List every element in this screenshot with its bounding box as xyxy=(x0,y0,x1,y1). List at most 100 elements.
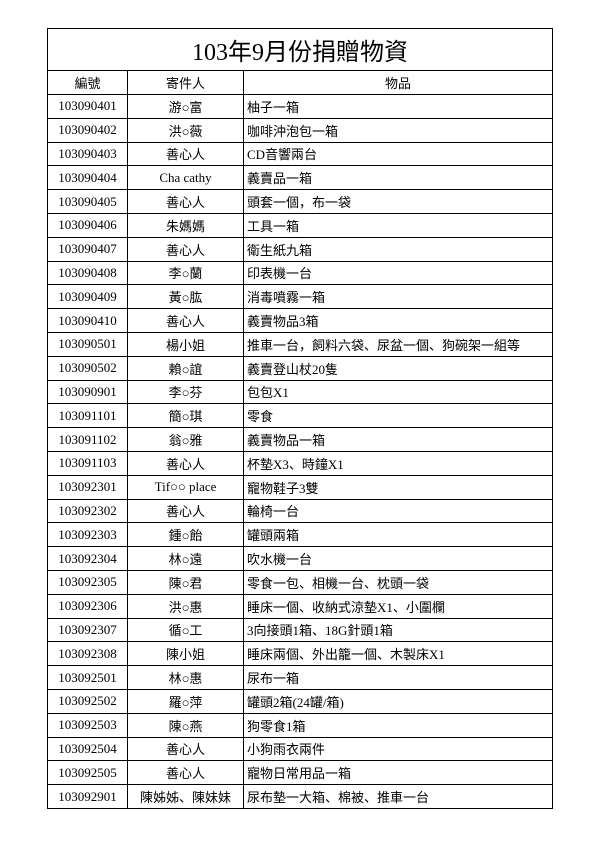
id-cell: 103090502 xyxy=(47,355,128,381)
sender-cell: 賴○誼 xyxy=(127,355,244,381)
sender-cell: 林○遠 xyxy=(127,546,244,571)
id-cell: 103090403 xyxy=(47,141,128,167)
item-cell: 尿布墊一大箱、棉被、推車一台 xyxy=(243,784,553,809)
sender-cell: 陳小姐 xyxy=(127,641,244,667)
id-cell: 103090408 xyxy=(47,260,128,286)
table-row: 103092301 Tif○○ place 寵物鞋子3雙 xyxy=(47,474,553,500)
sender-cell: 循○工 xyxy=(127,617,244,643)
id-cell: 103090401 xyxy=(47,94,128,119)
item-cell: 包包X1 xyxy=(243,379,553,405)
item-cell: 睡床兩個、外出籠一個、木製床X1 xyxy=(243,641,553,667)
item-cell: 杯墊X3、時鐘X1 xyxy=(243,450,553,476)
table-row: 103090410 善心人 義賣物品3箱 xyxy=(47,308,553,333)
sender-cell: 黃○肱 xyxy=(127,284,244,310)
table-row: 103091102 翁○雅 義賣物品一箱 xyxy=(47,427,553,452)
id-cell: 103090405 xyxy=(47,189,128,214)
sender-cell: 善心人 xyxy=(127,141,244,167)
item-cell: 義賣登山杖20隻 xyxy=(243,355,553,381)
sender-cell: 善心人 xyxy=(127,450,244,476)
table-row: 103090407 善心人 衛生紙九箱 xyxy=(47,236,553,262)
table-row: 103090403 善心人 CD音響兩台 xyxy=(47,141,553,167)
sender-cell: 簡○琪 xyxy=(127,403,244,429)
table-row: 103090402 洪○薇 咖啡沖泡包一箱 xyxy=(47,117,553,143)
item-cell: 柚子一箱 xyxy=(243,94,553,119)
item-cell: 印表機一台 xyxy=(243,260,553,286)
item-cell: 吹水機一台 xyxy=(243,546,553,571)
sender-cell: 羅○萍 xyxy=(127,688,244,714)
table-row: 103092503 陳○燕 狗零食1箱 xyxy=(47,712,553,738)
item-cell: 消毒噴霧一箱 xyxy=(243,284,553,310)
item-cell: 咖啡沖泡包一箱 xyxy=(243,117,553,143)
sender-cell: Cha cathy xyxy=(127,165,244,191)
id-cell: 103092501 xyxy=(47,665,128,690)
id-cell: 103092307 xyxy=(47,617,128,643)
item-cell: 3向接頭1箱、18G針頭1箱 xyxy=(243,617,553,643)
table-row: 103091103 善心人 杯墊X3、時鐘X1 xyxy=(47,450,553,476)
table-row: 103090401 游○富 柚子一箱 xyxy=(47,94,553,119)
item-cell: 罐頭2箱(24罐/箱) xyxy=(243,688,553,714)
item-cell: 零食 xyxy=(243,403,553,429)
sender-cell: 楊小姐 xyxy=(127,331,244,357)
header-cell: 物品 xyxy=(243,70,553,95)
id-cell: 103092305 xyxy=(47,569,128,595)
table-row: 103092308 陳小姐 睡床兩個、外出籠一個、木製床X1 xyxy=(47,641,553,667)
id-cell: 103090410 xyxy=(47,308,128,333)
item-cell: 義賣物品一箱 xyxy=(243,427,553,452)
item-cell: 尿布一箱 xyxy=(243,665,553,690)
id-cell: 103090901 xyxy=(47,379,128,405)
table-row: 103092901 陳姊姊、陳妹妹 尿布墊一大箱、棉被、推車一台 xyxy=(47,784,553,809)
table-row: 103092504 善心人 小狗雨衣兩件 xyxy=(47,736,553,762)
item-cell: 衛生紙九箱 xyxy=(243,236,553,262)
sender-cell: 陳○燕 xyxy=(127,712,244,738)
id-cell: 103091102 xyxy=(47,427,128,452)
id-cell: 103092503 xyxy=(47,712,128,738)
item-cell: 零食一包、相機一台、枕頭一袋 xyxy=(243,569,553,595)
id-cell: 103091103 xyxy=(47,450,128,476)
sender-cell: 朱媽媽 xyxy=(127,212,244,238)
item-cell: 寵物日常用品一箱 xyxy=(243,760,553,786)
id-cell: 103090501 xyxy=(47,331,128,357)
table-row: 103090409 黃○肱 消毒噴霧一箱 xyxy=(47,284,553,310)
table-row: 103092502 羅○萍 罐頭2箱(24罐/箱) xyxy=(47,688,553,714)
sender-cell: 善心人 xyxy=(127,308,244,333)
sender-cell: 游○富 xyxy=(127,94,244,119)
sender-cell: 善心人 xyxy=(127,189,244,214)
id-cell: 103092901 xyxy=(47,784,128,809)
table-row: 103092302 善心人 輪椅一台 xyxy=(47,498,553,524)
sender-cell: 翁○雅 xyxy=(127,427,244,452)
table-row: 103090404 Cha cathy 義賣品一箱 xyxy=(47,165,553,191)
table-row: 103090405 善心人 頭套一個，布一袋 xyxy=(47,189,553,214)
id-cell: 103090409 xyxy=(47,284,128,310)
sender-cell: 李○芬 xyxy=(127,379,244,405)
sender-cell: Tif○○ place xyxy=(127,474,244,500)
item-cell: 推車一台，飼料六袋、尿盆一個、狗碗架一組等 xyxy=(243,331,553,357)
item-cell: 義賣物品3箱 xyxy=(243,308,553,333)
header-cell: 編號 xyxy=(47,70,128,95)
id-cell: 103090407 xyxy=(47,236,128,262)
table-row: 103092303 鍾○飴 罐頭兩箱 xyxy=(47,522,553,548)
table-row: 103092501 林○惠 尿布一箱 xyxy=(47,665,553,690)
table-row: 103092304 林○遠 吹水機一台 xyxy=(47,546,553,571)
item-cell: CD音響兩台 xyxy=(243,141,553,167)
item-cell: 小狗雨衣兩件 xyxy=(243,736,553,762)
id-cell: 103092301 xyxy=(47,474,128,500)
id-cell: 103090406 xyxy=(47,212,128,238)
id-cell: 103092504 xyxy=(47,736,128,762)
id-cell: 103092505 xyxy=(47,760,128,786)
item-cell: 罐頭兩箱 xyxy=(243,522,553,548)
table-row: 103090901 李○芬 包包X1 xyxy=(47,379,553,405)
sender-cell: 洪○惠 xyxy=(127,593,244,619)
id-cell: 103092502 xyxy=(47,688,128,714)
table-row: 103090406 朱媽媽 工具一箱 xyxy=(47,212,553,238)
item-cell: 工具一箱 xyxy=(243,212,553,238)
id-cell: 103092306 xyxy=(47,593,128,619)
item-cell: 輪椅一台 xyxy=(243,498,553,524)
sender-cell: 善心人 xyxy=(127,736,244,762)
table-row: 103091101 簡○琪 零食 xyxy=(47,403,553,429)
sender-cell: 鍾○飴 xyxy=(127,522,244,548)
table-row: 103092307 循○工 3向接頭1箱、18G針頭1箱 xyxy=(47,617,553,643)
sender-cell: 陳姊姊、陳妹妹 xyxy=(127,784,244,809)
item-cell: 狗零食1箱 xyxy=(243,712,553,738)
table-row: 103090408 李○蘭 印表機一台 xyxy=(47,260,553,286)
